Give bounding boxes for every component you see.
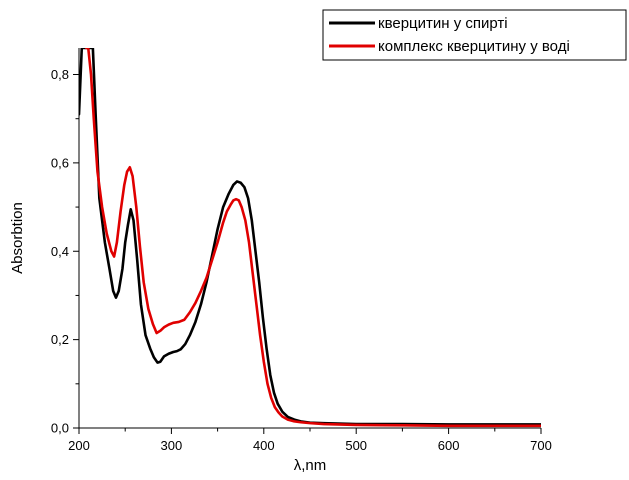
x-tick-label: 200	[68, 438, 90, 453]
series-line-2	[85, 48, 541, 428]
x-tick-label: 300	[161, 438, 183, 453]
y-tick-label: 0,8	[51, 67, 69, 82]
x-axis-title: λ,nm	[294, 457, 327, 474]
x-axis: 200 300 400 500 600 700	[68, 427, 552, 453]
x-tick-label: 600	[438, 438, 460, 453]
x-tick-label: 500	[345, 438, 367, 453]
legend: кверцитин у спирті комплекс кверцитину у …	[322, 9, 627, 61]
legend-label-2: комплекс кверцитину у воді	[378, 38, 570, 55]
plot-area	[79, 48, 541, 428]
legend-label-1: кверцитин у спирті	[378, 15, 508, 32]
y-tick-label: 0,4	[51, 244, 69, 259]
x-tick-label: 400	[253, 438, 275, 453]
x-tick-label: 700	[530, 438, 552, 453]
y-tick-label: 0,6	[51, 155, 69, 170]
series-line-1	[79, 48, 541, 426]
legend-box	[322, 9, 627, 61]
y-axis: 0,0 0,2 0,4 0,6 0,8	[51, 48, 80, 436]
y-tick-label: 0,2	[51, 332, 69, 347]
y-axis-title: Absorbtion	[9, 202, 26, 274]
y-tick-label: 0,0	[51, 421, 69, 436]
